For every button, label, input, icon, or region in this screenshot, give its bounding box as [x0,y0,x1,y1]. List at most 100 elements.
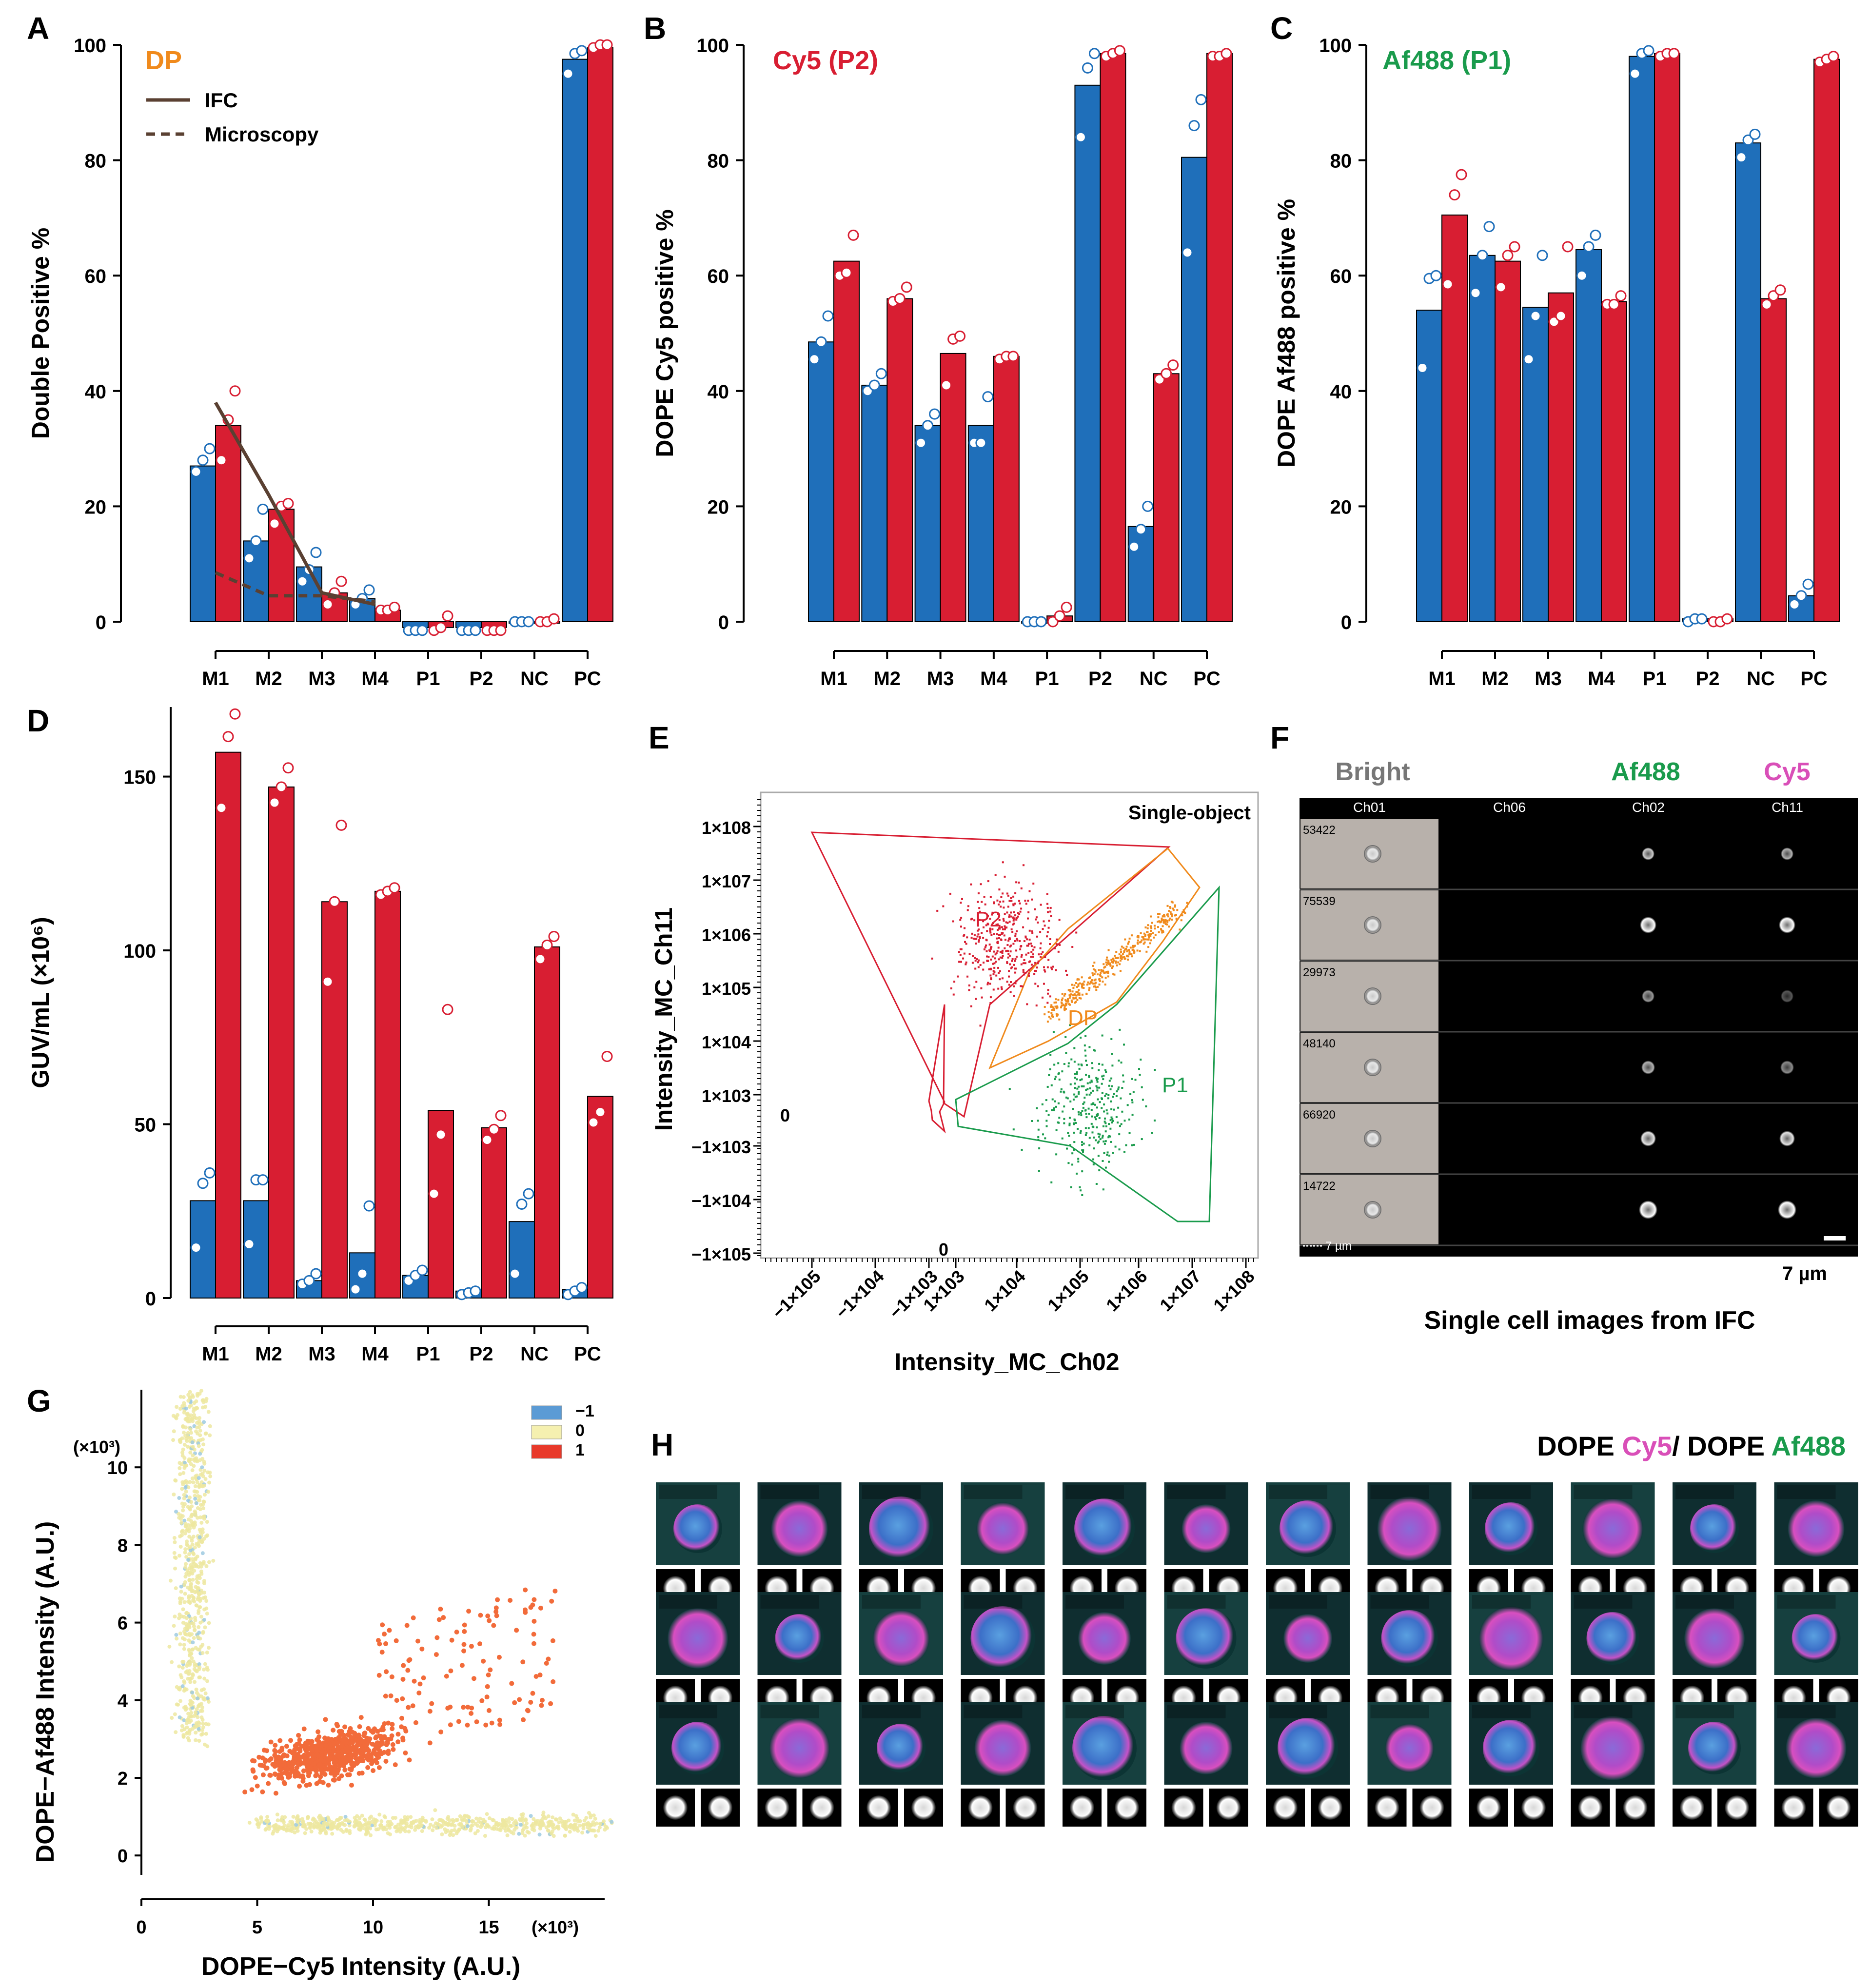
dot-label-0 [313,1821,317,1826]
dot-label-0 [200,1551,205,1555]
dot-p2 [1014,903,1016,905]
dot-p2 [997,941,999,943]
dot-label-0 [304,1827,309,1831]
dot-p1 [1054,1078,1056,1081]
dot-p2 [997,913,999,915]
dot-label-0 [174,1730,178,1734]
dot-label-0 [193,1496,197,1501]
dot-p1 [1098,1140,1100,1142]
data-point-blue [1629,68,1641,79]
af488-cell [1640,917,1656,933]
dot-p1 [1096,1081,1099,1083]
gate-p2 [810,831,1171,1134]
dot-p2 [970,883,972,886]
x-tick-label: NC [1747,668,1775,689]
dot-p2 [1046,966,1049,968]
x-tick-label: P2 [470,668,493,689]
channel-label: Ch06 [1493,800,1526,815]
dot-p2 [1032,948,1035,951]
dot-dp [1154,927,1156,930]
dot-label-0 [541,1813,545,1817]
dot-p2 [1020,963,1023,965]
dot-label-1 [369,1754,374,1760]
y-tick-label: 0 [118,1846,128,1867]
dot-dp [1169,917,1171,920]
dot-label-1 [267,1758,272,1763]
dot-p2 [953,981,956,983]
dot-label-0 [198,1515,202,1519]
dot-dp [1100,970,1103,972]
dot-label-1 [528,1605,533,1610]
dot-label-1 [474,1719,479,1725]
dot-p1 [1085,1132,1088,1134]
tile-info [1675,1705,1734,1718]
dot-p1 [1085,1116,1088,1119]
dot-label-1 [469,1705,474,1711]
dot-label-0 [546,1820,551,1825]
dot-label-1 [399,1715,404,1721]
data-point-blue [1789,599,1800,610]
dot-p2 [958,961,961,963]
dot-label-0 [177,1687,182,1692]
dot-p1 [1128,1132,1131,1134]
dot-p1 [1139,1074,1141,1076]
data-point-blue [1195,94,1207,105]
data-point-red [435,622,447,633]
dot-dp [1077,993,1079,996]
dot-label-0 [196,1494,200,1498]
dot-label-1 [419,1646,425,1652]
dot-p2 [991,928,994,930]
dot-dp [1108,963,1110,965]
data-point-blue [1417,362,1428,374]
dot-label-0 [537,1832,542,1837]
dot-p2 [975,943,977,945]
dot-p1 [1111,1064,1114,1067]
dot-p1 [1096,1089,1099,1092]
dot-label-0 [179,1520,184,1525]
dot-label-0 [581,1826,586,1831]
data-point-red [495,625,507,636]
data-point-blue [1477,250,1488,261]
dot-p1 [1076,1095,1078,1098]
dot-dp [1137,943,1139,945]
dot-label-1 [323,1750,328,1755]
dot-label-1 [378,1733,384,1739]
dot-dp [1125,954,1128,957]
dot-p2 [1049,910,1051,913]
dot-dp [1100,969,1103,971]
dot-label-1 [415,1638,420,1644]
bar-red [1495,260,1521,622]
tile-info [862,1705,921,1718]
dot-p1 [1118,1086,1120,1089]
dot-p1 [1117,1088,1120,1091]
dot-p2 [983,962,985,964]
data-point-red [495,1110,507,1122]
dot-label-1 [395,1739,401,1745]
dot-label-0 [192,1667,197,1671]
data-point-red [1054,610,1065,622]
dot-label-1 [332,1777,337,1783]
dot-dp [1070,993,1072,996]
dot-label-1 [407,1657,413,1662]
dot-p1 [1085,1093,1088,1096]
dot-label-1 [323,1743,329,1748]
dot-label-0 [188,1480,192,1484]
dot-p2 [990,978,992,981]
data-point-red [1442,278,1454,290]
dot-p1 [1074,1119,1076,1122]
dot-p1 [1110,1038,1113,1040]
dot-label-1 [427,1709,433,1714]
dot-label-0 [518,1818,523,1823]
dot-label-1 [342,1767,348,1772]
y-axis-label: DOPE−Af488 Intensity (A.U.) [31,1521,59,1863]
dot-label-1 [333,1739,338,1745]
dot-p2 [1027,952,1030,954]
dot-label-0 [182,1518,187,1523]
dot-label-1 [339,1752,344,1758]
dot-label-0 [201,1630,205,1634]
dot-label-0 [206,1410,211,1414]
composite-cell [974,1720,1031,1776]
x-tick-label: 5 [252,1917,262,1938]
dot-label-0 [196,1704,200,1708]
y-tick-label: −1×104 [691,1191,751,1211]
